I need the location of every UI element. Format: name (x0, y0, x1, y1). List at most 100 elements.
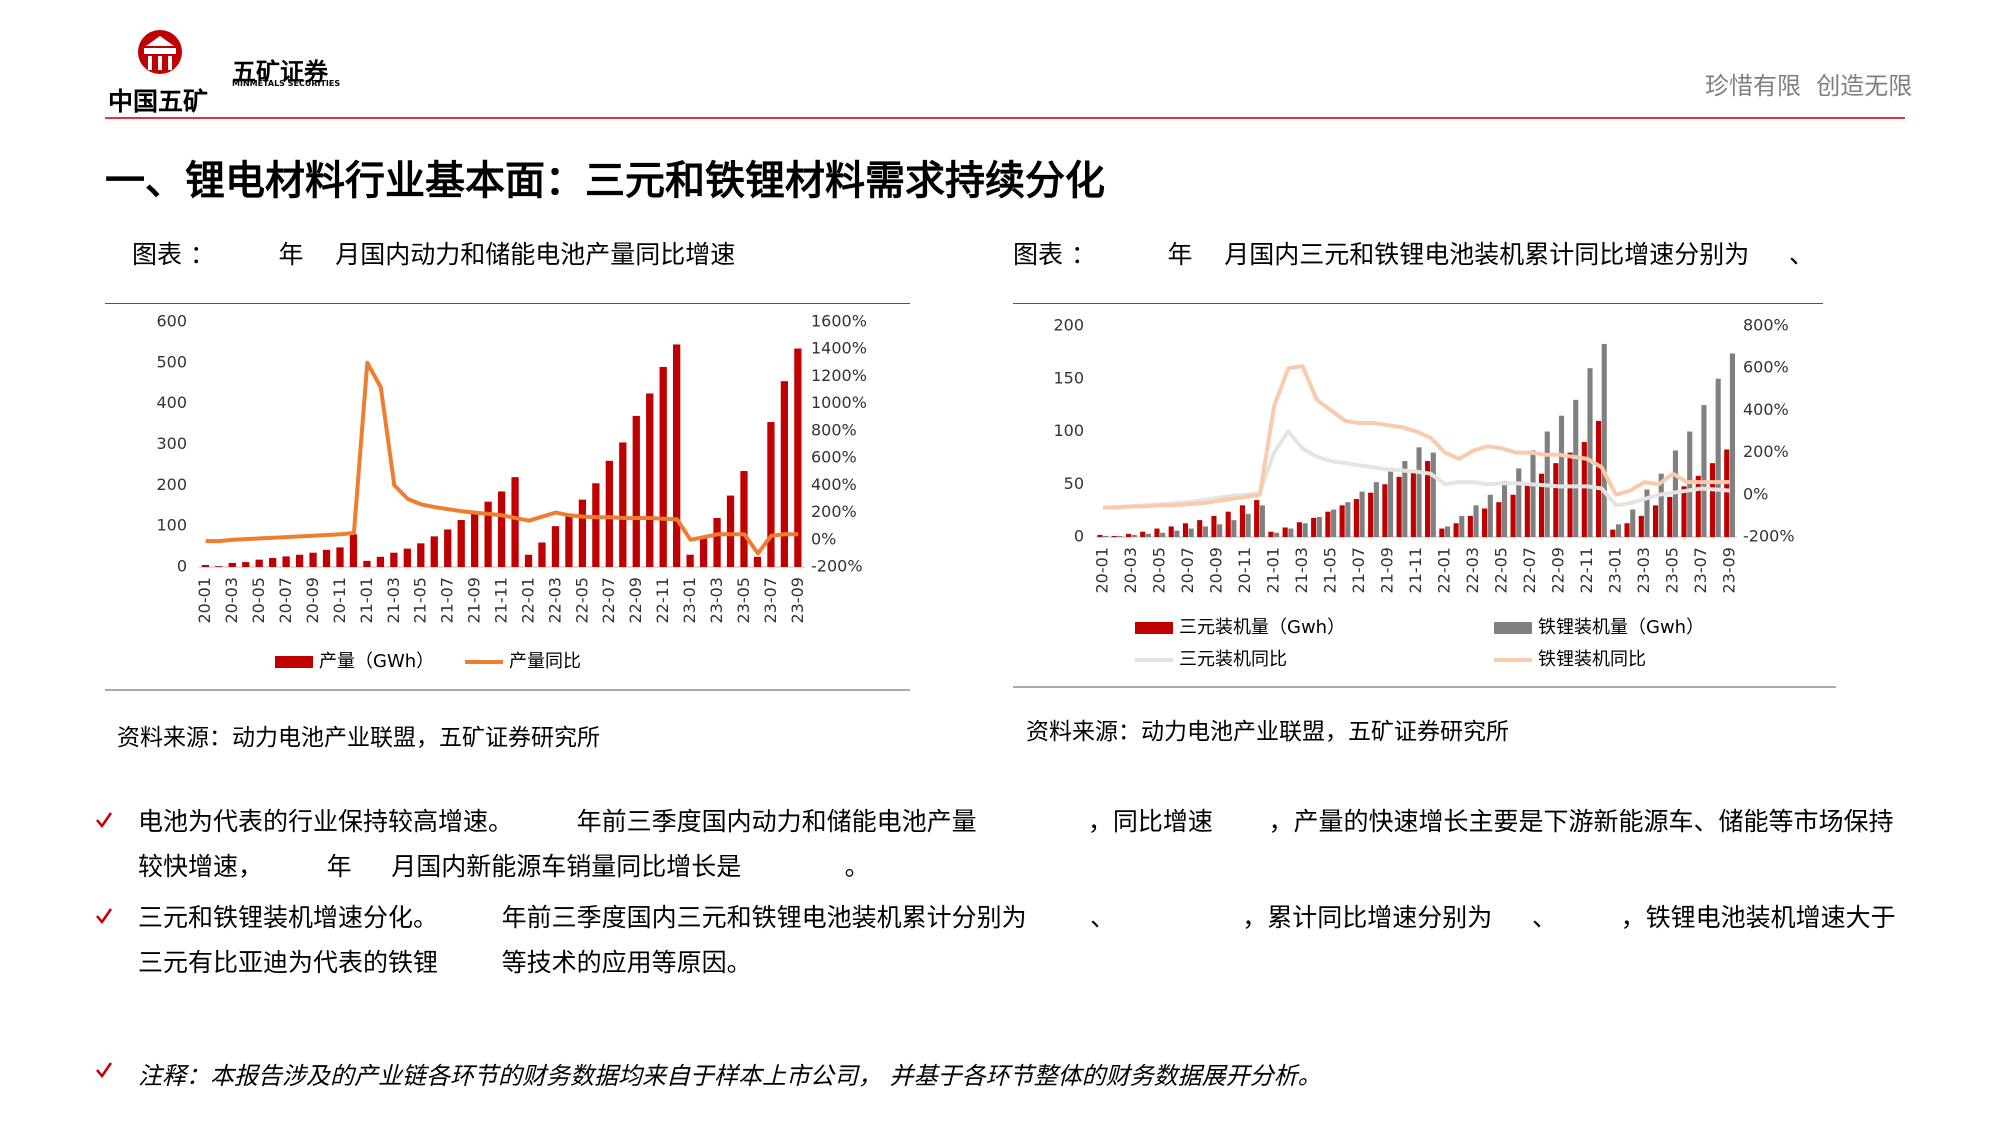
bar (1724, 449, 1730, 537)
bar (215, 566, 223, 567)
x-tick-label: 23-07 (761, 577, 780, 624)
bar (1667, 496, 1673, 537)
bar (444, 529, 452, 567)
bar (1501, 481, 1508, 537)
chart: 0 50 100 150 200 -200% 0% 200% 400% 600% 800% 20-01… (1013, 303, 1836, 688)
bar (1117, 535, 1123, 537)
bar (1439, 528, 1445, 537)
x-tick-label: 21-07 (1349, 547, 1368, 594)
bar (1111, 535, 1117, 537)
bar (511, 477, 519, 567)
bar (592, 483, 600, 567)
bar (1131, 534, 1137, 537)
bar (376, 556, 385, 567)
bar (1125, 533, 1132, 537)
bar (1487, 494, 1493, 537)
bar (740, 471, 748, 567)
bar (1259, 505, 1265, 537)
y2-tick-label: 1400% (811, 339, 867, 358)
x-tick-label: 22-05 (1491, 547, 1510, 594)
chart-source: 资料来源：动力电池产业联盟，五矿证券研究所 (117, 725, 600, 751)
bar (1353, 499, 1359, 537)
y-tick-label: 0 (177, 557, 187, 576)
bar (295, 554, 304, 567)
org-name: 中国五矿 (108, 87, 209, 116)
bar (282, 556, 290, 567)
bar (349, 534, 358, 567)
x-tick-label: 21-11 (1406, 547, 1425, 594)
x-tick-label: 21-01 (1264, 547, 1283, 594)
y-tick-label: 150 (1053, 368, 1084, 387)
x-tick-label: 22-07 (1520, 547, 1539, 594)
bar (1644, 489, 1650, 537)
legend-label: 产量同比 (509, 651, 581, 672)
chart-caption: 图表 ： 年 月国内动力和储能电池产量同比增速 (132, 240, 736, 269)
y2-tick-label: 1200% (811, 366, 867, 385)
bar (1316, 516, 1322, 537)
x-tick-label: 21-03 (1292, 547, 1311, 594)
x-tick-label: 20-05 (249, 577, 268, 624)
x-tick-label: 21-05 (1321, 547, 1340, 594)
brand-en: MINMETALS SECURITIES (232, 79, 341, 88)
x-tick-label: 22-03 (545, 577, 564, 624)
x-tick-label: 21-05 (411, 577, 430, 624)
bar (1359, 491, 1365, 537)
x-tick-label: 21-11 (492, 577, 511, 624)
y2-tick-label: 800% (811, 420, 857, 439)
check-icon (96, 908, 113, 925)
line-series (1103, 364, 1730, 510)
bar (417, 543, 425, 567)
bar (632, 415, 640, 567)
bar (794, 348, 802, 567)
bar (471, 511, 479, 567)
bar (1587, 368, 1593, 537)
bar (1553, 463, 1559, 537)
chart-caption: 图表 ： 年 月国内三元和铁锂电池装机累计同比增速分别为 、 (1013, 240, 1814, 269)
x-tick-label: 23-05 (1662, 547, 1681, 594)
bar (1410, 469, 1416, 537)
y2-tick-label: 800% (1743, 316, 1789, 335)
bar (1103, 535, 1109, 537)
bar (1231, 520, 1237, 537)
bar (1174, 530, 1180, 537)
bar (1402, 461, 1408, 537)
bar (1615, 524, 1622, 537)
x-tick-label: 20-05 (1150, 547, 1169, 594)
bar (363, 560, 371, 567)
y-tick-label: 500 (156, 352, 187, 371)
bar (1681, 486, 1687, 537)
bar (201, 564, 209, 567)
bar (1416, 447, 1422, 537)
bar (309, 552, 317, 567)
bar (1610, 529, 1616, 537)
bullet-text: 电池为代表的行业保持较高增速。 年前三季度国内动力和储能电池产量 ，同比增速 ，… (138, 807, 1894, 881)
bar (1701, 405, 1707, 537)
x-tick-label: 22-09 (1548, 547, 1567, 594)
bar (1339, 505, 1345, 537)
bullet-text: 三元和铁锂装机增速分化。 年前三季度国内三元和铁锂电池装机累计分别为 、 ，累计… (138, 903, 1896, 977)
chart: 0 100 200 300 400 500 600 -200% 0% 200% 400% 600% 80… (105, 303, 910, 691)
bar (1311, 518, 1317, 537)
y-tick-label: 100 (1053, 421, 1084, 440)
bar (1296, 522, 1302, 537)
check-icon (96, 1062, 113, 1079)
legend-label: 三元装机量（Gwh） (1179, 617, 1345, 638)
bar (753, 556, 762, 567)
legend-swatch (1494, 622, 1532, 634)
x-tick-label: 21-07 (438, 577, 457, 624)
bar (322, 549, 331, 567)
y2-tick-label: -200% (811, 557, 863, 576)
y2-tick-label: -200% (1743, 527, 1795, 546)
legend-label: 铁锂装机同比 (1538, 649, 1646, 670)
x-tick-label: 22-03 (1463, 547, 1482, 594)
bar (1638, 515, 1644, 537)
brand-name: 五矿证券 (232, 58, 328, 86)
bar (1729, 353, 1736, 537)
x-tick-label: 22-11 (653, 577, 672, 624)
legend-label: 铁锂装机量（Gwh） (1538, 617, 1704, 638)
bar (565, 513, 573, 567)
bar (1160, 532, 1166, 537)
bar (1530, 450, 1536, 537)
bar (780, 381, 789, 567)
